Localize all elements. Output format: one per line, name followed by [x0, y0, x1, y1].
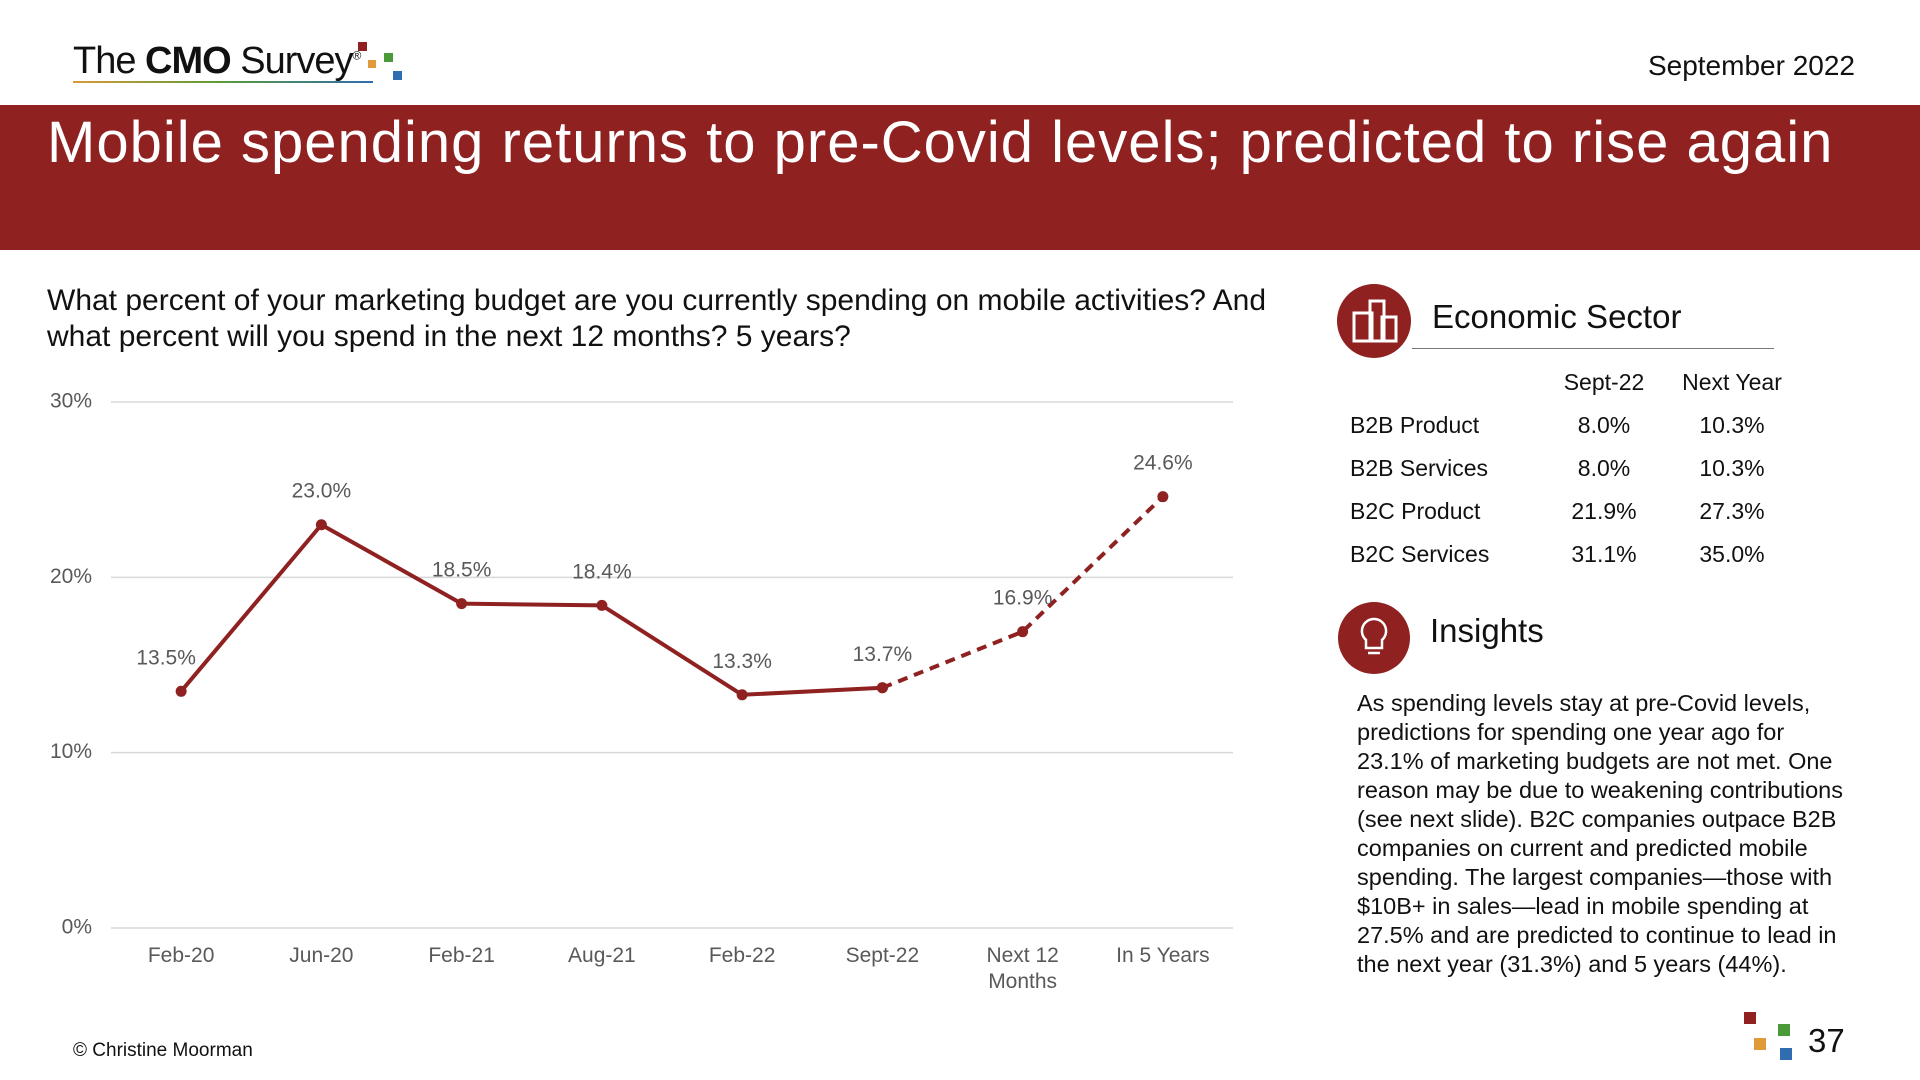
column-header: Sept-22 — [1563, 369, 1645, 395]
rule — [1412, 348, 1774, 349]
footer-squares — [1744, 1012, 1792, 1060]
logo-text: Survey — [240, 40, 353, 82]
cell: 31.1% — [1571, 541, 1637, 567]
sector-icon — [1337, 284, 1411, 358]
chart: 0% 10% 20% 30% 13.5% 23.0% 18.5% 18.4% 13.3% 13.7… — [50, 390, 1233, 939]
insights-icon — [1338, 602, 1410, 674]
cell: 35.0% — [1699, 541, 1765, 567]
insights-title: Insights — [1430, 612, 1544, 649]
data-label: 16.9% — [993, 587, 1053, 610]
y-tick-label: 10% — [50, 740, 92, 763]
cell: 8.0% — [1577, 412, 1631, 438]
x-tick-label: Feb-22 — [708, 944, 776, 967]
x-tick-label: In 5 Years — [1116, 944, 1210, 967]
data-label: 13.5% — [136, 646, 196, 669]
sector-table: Sept-22 Next Year B2B Product 8.0% 10.3% B2… — [1350, 361, 1796, 576]
cell: 10.3% — [1699, 455, 1765, 481]
title-banner — [0, 105, 1920, 250]
point — [456, 598, 468, 610]
row-label: B2B Product — [1350, 412, 1480, 438]
logo-text: The — [73, 40, 136, 82]
y-tick-label: 20% — [50, 565, 92, 588]
date: September 2022 — [1647, 50, 1855, 81]
y-tick-label: 30% — [50, 390, 92, 413]
point — [175, 685, 187, 697]
x-tick-label: Jun-20 — [289, 944, 354, 967]
y-tick-label: 0% — [62, 916, 92, 939]
row-label: B2C Product — [1350, 498, 1481, 524]
point — [1017, 626, 1029, 638]
x-tick-label: Next 12 Months — [986, 944, 1059, 993]
data-label: 24.6% — [1133, 452, 1193, 475]
data-label: 18.5% — [432, 559, 492, 582]
column-header: Next Year — [1682, 369, 1782, 395]
x-tick-label: Feb-21 — [428, 944, 495, 967]
point — [736, 689, 748, 701]
chart-subtitle: What percent of your marketing budget ar… — [47, 284, 1267, 353]
logo-squares — [358, 42, 402, 80]
logo-text: CMO — [145, 40, 232, 82]
copyright: © Christine Moorman — [73, 1040, 253, 1061]
page-number: 37 — [1808, 1022, 1845, 1059]
x-tick-label: Sept-22 — [845, 944, 920, 967]
point — [596, 599, 608, 611]
point — [315, 519, 327, 531]
line — [179, 522, 883, 697]
x-tick-label: Aug-21 — [568, 944, 636, 967]
data-label: 18.4% — [572, 560, 632, 583]
logo-mark: ® — [352, 48, 362, 63]
x-tick-label: Feb-20 — [147, 944, 215, 967]
cell: 8.0% — [1577, 455, 1631, 481]
data-label: 13.7% — [853, 643, 913, 666]
row-label: B2B Services — [1350, 455, 1489, 481]
cell: 21.9% — [1571, 498, 1637, 524]
point — [876, 682, 888, 694]
cell: 27.3% — [1699, 498, 1765, 524]
insights-text: As spending levels stay at pre-Covid lev… — [1357, 690, 1843, 977]
chart-title: Mobile spending returns to pre-Covid lev… — [47, 110, 1834, 175]
logo-rule — [73, 81, 373, 83]
logo: The CMO Survey® — [73, 40, 362, 83]
data-label: 23.0% — [292, 480, 352, 503]
point — [1157, 491, 1169, 503]
data-label: 13.3% — [712, 650, 772, 673]
row-label: B2C Services — [1350, 541, 1490, 567]
cell: 10.3% — [1699, 412, 1765, 438]
table-title: Economic Sector — [1432, 298, 1682, 335]
line — [881, 495, 1165, 690]
